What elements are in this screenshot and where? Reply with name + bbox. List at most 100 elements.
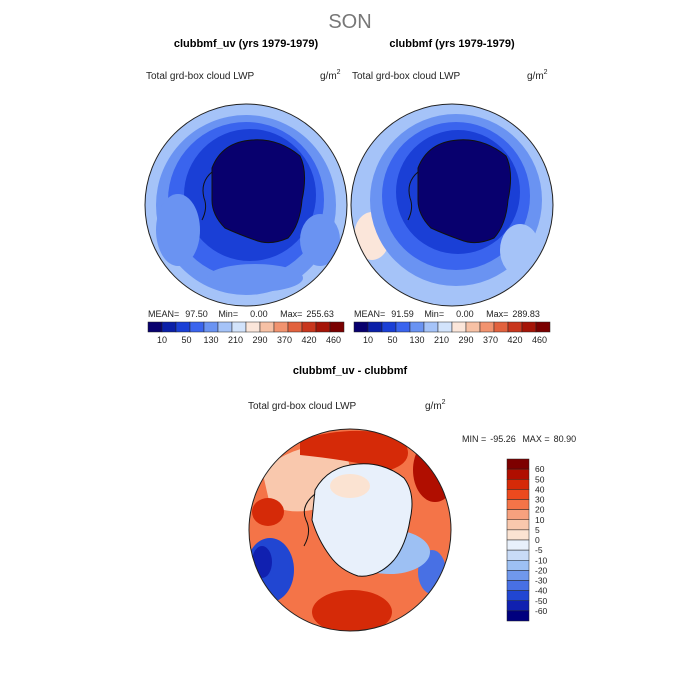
panel1-colorbar-cell [189, 321, 205, 333]
panel2-colorbar-cell [437, 321, 453, 333]
panel1-colorbar-label: 210 [228, 335, 243, 345]
panel3-colorbar-cell [506, 499, 530, 510]
panel1-patch-north [207, 264, 303, 292]
panel1-colorbar-cell [231, 321, 247, 333]
panel3-colorbar-cell [506, 479, 530, 490]
panel1-colorbar-cell [175, 321, 191, 333]
panel3-colorbar-cell [506, 489, 530, 500]
panel3-colorbar-cell [506, 590, 530, 601]
panel2-colorbar-label: 10 [363, 335, 373, 345]
panel1-colorbar-label: 290 [252, 335, 267, 345]
panel3-stats: MIN = -95.26 MAX = 80.90 [462, 434, 576, 444]
panel2-map-border [350, 103, 554, 307]
panel1-units: g/m2 [320, 69, 341, 82]
panel1-colorbar-cell [203, 321, 219, 333]
panel3-colorbar-label: 40 [535, 484, 545, 494]
panel2-colorbar-cell [395, 321, 411, 333]
panel3-units: g/m2 [425, 399, 446, 412]
panel2-peninsula [407, 171, 419, 221]
panel1-peninsula [201, 171, 213, 221]
panel3-colorbar-label: 50 [535, 474, 545, 484]
panel3-colorbar-label: -50 [535, 596, 548, 606]
panel2-antarctica-low [418, 139, 511, 243]
panel1-antarctica-low [212, 139, 305, 243]
panel3-colorbar-label: 20 [535, 505, 545, 515]
panel1-colorbar-label: 420 [301, 335, 316, 345]
panel1-colorbar-cell [259, 321, 275, 333]
panel1-colorbar-cell [161, 321, 177, 333]
panel3-colorbar-cell [506, 529, 530, 541]
panel3-colorbar-cell [506, 519, 530, 531]
panel2-colorbar-cell [493, 321, 509, 333]
panel3-colorbar-label: 30 [535, 495, 545, 505]
panel2-colorbar-label: 370 [483, 335, 498, 345]
panel3-colorbar-label: -60 [535, 606, 548, 616]
panel2-colorbar-cell [465, 321, 481, 333]
panel2-colorbar-label: 50 [387, 335, 397, 345]
panel3-colorbar-cell [506, 458, 530, 470]
panel3-map-border [248, 428, 452, 632]
panel1-colorbar-cell [245, 321, 261, 333]
panel3-patch-red-s [312, 590, 392, 631]
panel3-colorbar-cell [506, 539, 530, 551]
panel1-colorbar-label: 130 [203, 335, 218, 345]
panel2-colorbar-label: 420 [507, 335, 522, 345]
panel3-patch-darkred-ne [413, 438, 451, 502]
panel3-colorbar-cell [506, 580, 530, 591]
panel2-colorbar-cell [451, 321, 467, 333]
panel3-colorbar-label: -5 [535, 545, 543, 555]
panel3-patch-red-n [300, 430, 408, 470]
panel3-colorbar-label: 5 [535, 525, 540, 535]
panel1-patch-east [300, 214, 340, 266]
panel2-colorbar-cell [521, 321, 537, 333]
panel2-colorbar-cell [535, 321, 551, 333]
panel3-colorbar-label: -30 [535, 576, 548, 586]
panel1-stats: MEAN= 97.50 Min= 0.00 Max= 255.63 [148, 309, 334, 319]
panel2-subtitle: Total grd-box cloud LWP [352, 71, 461, 82]
panel1-colorbar: 10 50 130 210 290 370 420 460 [147, 321, 345, 345]
panel1-colorbar-cell [315, 321, 331, 333]
panel2-colorbar-cell [507, 321, 523, 333]
panel2-colorbar-cell [479, 321, 495, 333]
panel1-colorbar-cell [273, 321, 289, 333]
panel2-coastline [417, 139, 512, 244]
panel1-coastline [211, 139, 306, 244]
panel2-colorbar-label: 210 [434, 335, 449, 345]
panel2-colorbar-label: 130 [409, 335, 424, 345]
panel2-colorbar-cell [367, 321, 383, 333]
panel2-colorbar: 10 50 130 210 290 370 420 460 [353, 321, 551, 345]
panel3-colorbar-label: 10 [535, 515, 545, 525]
panel3-colorbar-label: -20 [535, 565, 548, 575]
panel3-colorbar-label: 60 [535, 464, 545, 474]
panel3-colorbar-cell [506, 560, 530, 571]
panel3-coastline [311, 463, 413, 577]
panel3-colorbar-cell [506, 610, 530, 622]
panel1-map-border [144, 103, 348, 307]
panel2-title: clubbmf (yrs 1979-1979) [389, 38, 515, 50]
season-title: SON [328, 11, 371, 33]
panel3-colorbar-label: -40 [535, 586, 548, 596]
panel2-colorbar-label: 460 [532, 335, 547, 345]
panel3-colorbar-cell [506, 549, 530, 561]
panel2-colorbar-label: 290 [458, 335, 473, 345]
panel3-patch-darkblue-sw [252, 546, 272, 578]
panel1-colorbar-label: 50 [181, 335, 191, 345]
panel1-subtitle: Total grd-box cloud LWP [146, 71, 255, 82]
panel3-patch-red-w [252, 498, 284, 526]
panel3-patch-cream [330, 474, 370, 498]
panel2-units: g/m2 [527, 69, 548, 82]
panel1-patch-west [156, 194, 200, 266]
panel2-colorbar-cell [353, 321, 369, 333]
panel2-stats: MEAN= 91.59 Min= 0.00 Max= 289.83 [354, 309, 540, 319]
panel1-colorbar-cell [147, 321, 163, 333]
panel3-colorbar-label: 0 [535, 535, 540, 545]
panel2-colorbar-cell [381, 321, 397, 333]
panel2-map [351, 104, 553, 306]
panel3-peninsula [303, 493, 316, 547]
panel1-colorbar-cell [287, 321, 303, 333]
panel1-title: clubbmf_uv (yrs 1979-1979) [174, 38, 319, 50]
panel3-map [249, 429, 451, 631]
panel1-colorbar-cell [329, 321, 345, 333]
